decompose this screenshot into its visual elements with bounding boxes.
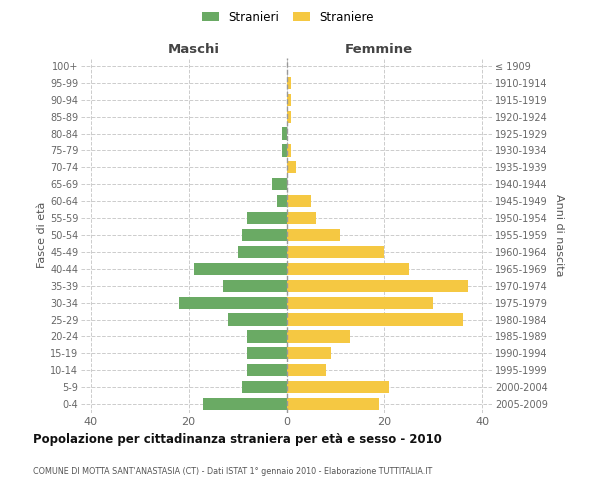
Bar — [287, 314, 463, 326]
Bar — [242, 229, 287, 241]
Text: Femmine: Femmine — [345, 43, 413, 56]
Bar — [287, 77, 292, 89]
Bar — [287, 280, 467, 292]
Text: COMUNE DI MOTTA SANT'ANASTASIA (CT) - Dati ISTAT 1° gennaio 2010 - Elaborazione : COMUNE DI MOTTA SANT'ANASTASIA (CT) - Da… — [33, 468, 432, 476]
Bar — [287, 347, 331, 360]
Bar — [281, 128, 287, 140]
Bar — [247, 212, 287, 224]
Bar — [228, 314, 287, 326]
Bar — [247, 347, 287, 360]
Bar — [242, 381, 287, 393]
Legend: Stranieri, Straniere: Stranieri, Straniere — [197, 6, 379, 28]
Bar — [287, 110, 292, 123]
Bar — [287, 144, 292, 156]
Bar — [238, 246, 287, 258]
Bar — [287, 212, 316, 224]
Text: Maschi: Maschi — [168, 43, 220, 56]
Bar — [281, 144, 287, 156]
Bar — [287, 229, 340, 241]
Bar — [272, 178, 287, 190]
Bar — [287, 195, 311, 207]
Bar — [287, 381, 389, 393]
Bar — [277, 195, 287, 207]
Y-axis label: Fasce di età: Fasce di età — [37, 202, 47, 268]
Bar — [194, 262, 287, 275]
Y-axis label: Anni di nascita: Anni di nascita — [554, 194, 565, 276]
Bar — [179, 296, 287, 308]
Bar — [287, 296, 433, 308]
Bar — [287, 330, 350, 342]
Bar — [287, 246, 385, 258]
Bar — [247, 330, 287, 342]
Bar — [287, 162, 296, 173]
Bar — [287, 398, 379, 410]
Text: Popolazione per cittadinanza straniera per età e sesso - 2010: Popolazione per cittadinanza straniera p… — [33, 432, 442, 446]
Bar — [203, 398, 287, 410]
Bar — [223, 280, 287, 292]
Bar — [247, 364, 287, 376]
Bar — [287, 94, 292, 106]
Bar — [287, 364, 326, 376]
Bar — [287, 262, 409, 275]
